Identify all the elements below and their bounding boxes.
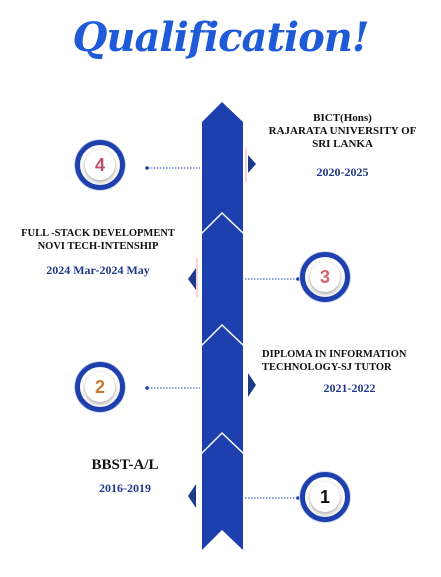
step-number: 3 [310, 262, 340, 292]
step-marker-3: 3 [300, 252, 350, 302]
timeline-pointer [188, 268, 196, 290]
qualification-date: 2020-2025 [316, 165, 369, 179]
timeline-pointer [248, 373, 256, 397]
timeline-segment [202, 214, 243, 344]
timeline-segment [202, 326, 243, 452]
qualification-title: DIPLOMA IN INFORMATION TECHNOLOGY-SJ TUT… [262, 349, 407, 373]
timeline-pointer [248, 155, 256, 173]
qualification-date: 2016-2019 [99, 481, 151, 495]
step-marker-2: 2 [75, 362, 125, 412]
qualification-date: 2024 Mar-2024 May [46, 263, 150, 277]
timeline-pointer [188, 484, 196, 508]
qualification-title: BICT(Hons) RAJARATA UNIVERSITY OF SRI LA… [268, 112, 417, 150]
qualification-title: FULL -STACK DEVELOPMENT NOVI TECH-INTENS… [21, 228, 175, 252]
qualification-date: 2021-2022 [323, 381, 376, 395]
step-number: 1 [310, 482, 340, 512]
step-number: 4 [85, 150, 115, 180]
page-title: Qualification! [72, 14, 370, 61]
qualification-title: BBST-A/L [91, 457, 159, 473]
step-number: 2 [85, 372, 115, 402]
step-marker-1: 1 [300, 472, 350, 522]
timeline-segment [202, 434, 243, 550]
timeline-segment [202, 102, 243, 232]
step-marker-4: 4 [75, 140, 125, 190]
